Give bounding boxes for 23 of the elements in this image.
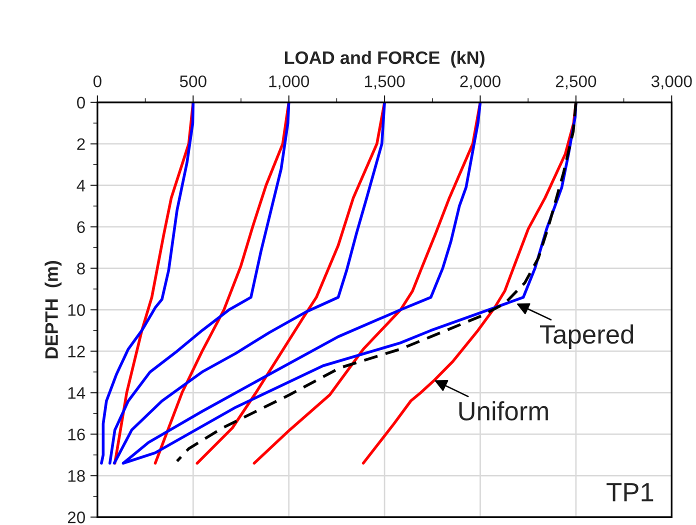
y-tick-label: 12 xyxy=(68,346,85,358)
annotation: Uniform xyxy=(459,401,548,421)
y-tick-label: 14 xyxy=(68,387,86,399)
y-tick-label: 0 xyxy=(77,96,85,109)
x-tick-label: 2,500 xyxy=(556,75,596,90)
y-axis-title: DEPTH (m) xyxy=(44,260,62,358)
x-tick-label: 0 xyxy=(93,75,102,88)
annotation: TP1 xyxy=(606,483,654,502)
y-tick-label: 20 xyxy=(68,512,85,524)
y-tick-label: 16 xyxy=(68,428,85,440)
x-axis-title: LOAD and FORCE (kN) xyxy=(284,50,484,68)
x-tick-label: 1,500 xyxy=(364,75,405,90)
y-tick-label: 8 xyxy=(77,262,85,274)
x-tick-label: 2,000 xyxy=(460,75,500,90)
y-tick-label: 4 xyxy=(76,180,86,192)
y-tick-label: 2 xyxy=(77,138,85,150)
annotation: Tapered xyxy=(540,324,634,350)
y-tick-label: 10 xyxy=(68,304,85,316)
x-tick-label: 3,000 xyxy=(651,75,692,90)
y-tick-label: 18 xyxy=(68,470,85,482)
x-tick-label: 1,000 xyxy=(269,75,310,90)
x-tick-label: 500 xyxy=(180,75,206,88)
y-tick-label: 6 xyxy=(77,221,85,234)
